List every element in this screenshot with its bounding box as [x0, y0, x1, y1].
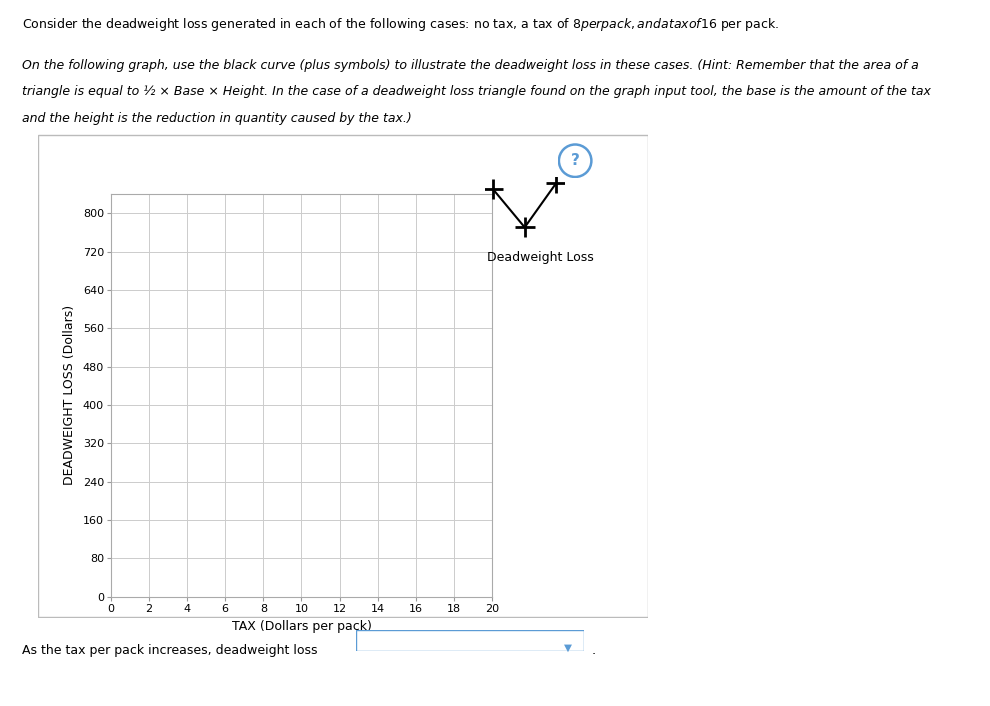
Text: ?: ?: [570, 153, 579, 168]
Text: Deadweight Loss: Deadweight Loss: [487, 251, 594, 263]
Text: On the following graph, use the black curve (plus symbols) to illustrate the dea: On the following graph, use the black cu…: [22, 59, 919, 72]
Text: triangle is equal to ½ × Base × Height. In the case of a deadweight loss triangl: triangle is equal to ½ × Base × Height. …: [22, 85, 931, 98]
X-axis label: TAX (Dollars per pack): TAX (Dollars per pack): [232, 621, 371, 633]
Text: .: .: [592, 644, 596, 657]
Text: Consider the deadweight loss generated in each of the following cases: no tax, a: Consider the deadweight loss generated i…: [22, 16, 779, 32]
Text: ▼: ▼: [564, 642, 572, 652]
Y-axis label: DEADWEIGHT LOSS (Dollars): DEADWEIGHT LOSS (Dollars): [62, 305, 76, 486]
Text: As the tax per pack increases, deadweight loss: As the tax per pack increases, deadweigh…: [22, 644, 317, 657]
Text: and the height is the reduction in quantity caused by the tax.): and the height is the reduction in quant…: [22, 112, 412, 124]
